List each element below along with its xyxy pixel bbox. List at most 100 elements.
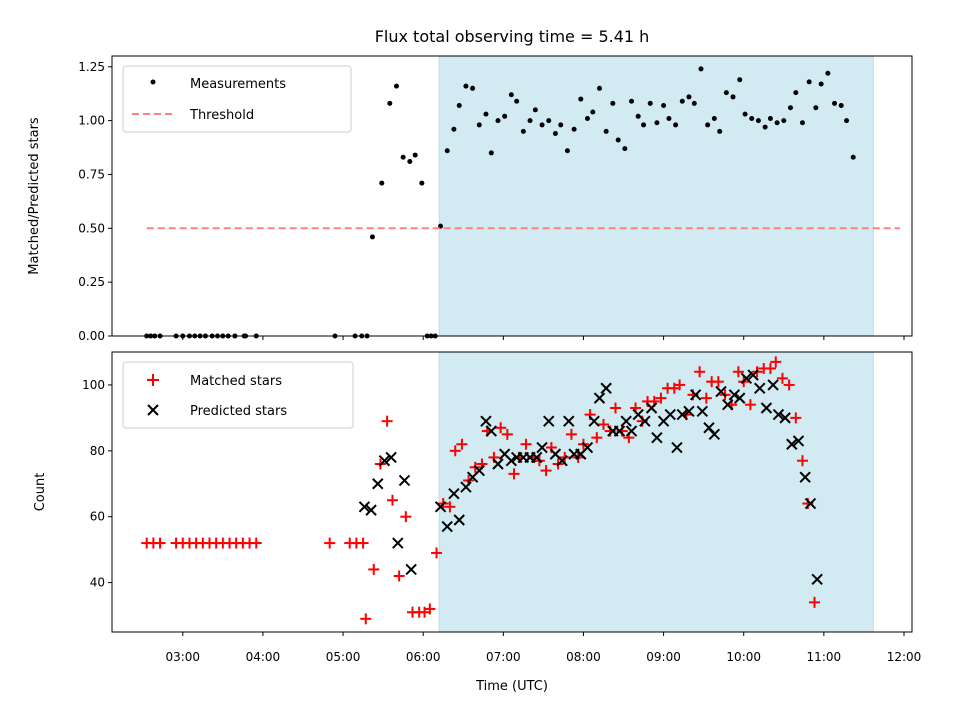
predicted-stars-point [398,474,411,487]
predicted-stars-point [715,385,727,398]
measurement-point [596,85,602,91]
matched-stars-point [324,537,336,549]
top-y-axis-label: Matched/Predicted stars [27,117,42,275]
matched-stars-point [776,372,788,384]
matched-stars-point [809,596,821,608]
measurement-point [850,154,856,160]
predicted-stars-point [460,481,472,493]
y-tick-label: 60 [90,510,105,524]
predicted-stars-point [728,389,741,401]
predicted-stars-point [365,504,377,516]
predicted-stars-point [740,372,753,385]
predicted-stars-point [664,408,676,421]
matched-stars-point [540,465,552,477]
measurement-point [369,234,375,240]
measurement-point [622,146,628,152]
measurement-point [444,148,450,154]
x-tick-label: 04:00 [246,650,281,664]
matched-stars-point [790,412,802,424]
measurement-point [661,103,667,109]
x-axis-label: Time (UTC) [475,679,548,694]
measurement-point [564,148,570,154]
measurement-point [603,128,609,134]
bottom-panel-marks [141,356,823,625]
predicted-stars-point [453,514,465,526]
measurement-point [774,120,780,126]
predicted-stars-point [441,520,453,533]
predicted-stars-point [786,438,798,450]
bottom-panel-y-ticks: 40 60 80 100 [82,378,112,590]
measurement-point [514,98,520,104]
measurement-point [451,126,457,132]
predicted-stars-point [536,441,548,454]
matched-stars-point [744,399,756,411]
predicted-stars-point [385,451,397,464]
legend-matched-marker [147,374,159,386]
predicted-stars-point [676,408,688,421]
measurement-point [679,98,685,104]
matched-stars-point [700,392,712,404]
matched-stars-point [393,570,405,582]
measurement-point [686,94,692,100]
measurement-point [742,111,748,117]
predicted-stars-point [639,415,651,427]
predicted-stars-point [671,441,683,454]
matched-stars-point [508,468,520,480]
bottom-panel-x-ticks: 03:00 04:00 05:00 06:00 07:00 08:00 09:00 10:00… [165,632,921,664]
measurement-point [476,122,482,128]
measurement-point [584,115,590,121]
measurement-point [691,100,697,106]
measurement-point [495,118,501,124]
predicted-stars-point [372,478,384,490]
legend-threshold-label: Threshold [189,108,254,123]
measurement-point [717,128,723,134]
measurement-point [470,85,476,91]
measurement-point [539,122,545,128]
predicted-stars-point [696,405,709,418]
bottom-legend: Matched stars Predicted stars [122,361,354,429]
predicted-stars-point [473,464,485,477]
predicted-stars-point [811,573,823,586]
measurement-point [787,105,793,111]
measurement-point [799,120,805,126]
predicted-stars-point [543,415,555,427]
measurement-point [610,100,616,106]
measurement-point [838,103,844,109]
measurement-point [532,107,538,113]
matched-stars-point [796,455,808,467]
measurement-point [508,92,514,98]
measurement-point [737,77,743,83]
top-panel-marks [144,66,900,339]
predicted-stars-point [492,458,504,470]
predicted-stars-point [434,501,447,513]
bottom-panel-shading [438,351,874,633]
predicted-stars-point [792,435,805,447]
matched-stars-point [565,428,577,440]
predicted-stars-point [683,405,695,418]
matched-stars-point [381,415,393,427]
y-tick-label: 0.50 [78,221,105,235]
bottom-legend-box [122,361,354,429]
matched-stars-point [501,428,513,440]
measurement-point [654,120,660,126]
predicted-stars-point [651,431,663,444]
measurement-point [502,113,508,119]
measurement-point [755,118,761,124]
measurement-point [456,103,462,109]
matched-stars-point [368,563,380,575]
measurement-point [723,90,729,96]
predicted-stars-point [405,563,417,576]
matched-stars-point [360,613,372,625]
predicted-stars-point [556,454,568,467]
top-panel-y-ticks: 0.00 0.25 0.50 0.75 1.00 1.25 [78,60,112,343]
predicted-stars-point [588,415,600,427]
legend-matched-label: Matched stars [190,374,282,389]
top-panel: 0.00 0.25 0.50 0.75 1.00 1.25 Measurements Th… [78,55,913,343]
measurement-point [483,111,489,117]
measurement-point [793,90,799,96]
measurement-point [520,128,526,134]
x-tick-label: 06:00 [406,650,441,664]
y-tick-label: 0.25 [78,275,105,289]
measurement-point [387,100,393,106]
measurement-point [400,154,406,160]
